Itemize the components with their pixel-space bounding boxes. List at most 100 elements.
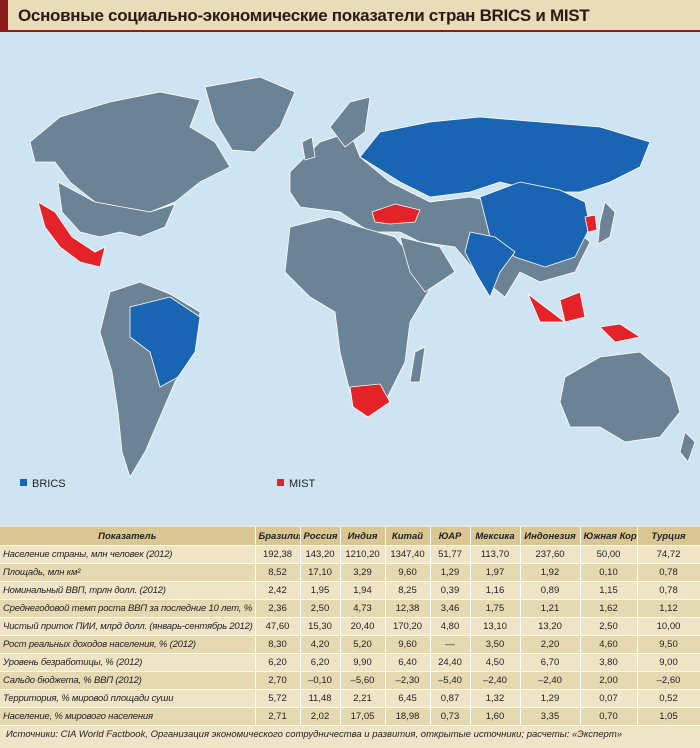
column-header: Россия [300, 527, 341, 546]
table-cell: 2,02 [300, 707, 341, 726]
table-cell: 237,60 [520, 545, 581, 564]
table-cell: 0,78 [637, 581, 700, 600]
table-cell: 113,70 [470, 545, 521, 564]
table-cell: 9,50 [637, 635, 700, 654]
source-note: Источники: CIA World Factbook, Организац… [6, 729, 623, 740]
row-label: Рост реальных доходов населения, % (2012… [0, 635, 256, 654]
table-cell: 0,10 [580, 563, 638, 582]
table-row: Номинальный ВВП, трлн долл. (2012) 2,42 1,… [0, 581, 700, 600]
title: Основные социально-экономические показат… [18, 6, 590, 25]
row-label: Площадь, млн км² [0, 563, 256, 582]
table-cell: 4,73 [340, 599, 386, 618]
table-cell: 2,50 [580, 617, 638, 636]
column-header: Индия [340, 527, 386, 546]
table-cell: 9,00 [637, 653, 700, 672]
row-label: Номинальный ВВП, трлн долл. (2012) [0, 581, 256, 600]
title-bar: Основные социально-экономические показат… [0, 0, 700, 32]
row-label: Население, % мирового населения [0, 707, 256, 726]
table-cell: 1,75 [470, 599, 521, 618]
table-row: Среднегодовой темп роста ВВП за последни… [0, 599, 700, 618]
table-cell: 1,60 [470, 707, 521, 726]
table-cell: 2,00 [580, 671, 638, 690]
table-cell: 143,20 [300, 545, 341, 564]
table-cell: 6,45 [385, 689, 431, 708]
table-row: Население страны, млн человек (2012) 192,… [0, 545, 700, 564]
table-cell: 3,50 [470, 635, 521, 654]
table-cell: 2,42 [255, 581, 301, 600]
table-cell: 6,20 [300, 653, 341, 672]
row-label: Чистый приток ПИИ, млрд долл. (январь-се… [0, 617, 256, 636]
russia [359, 116, 651, 198]
table-cell: 17,10 [300, 563, 341, 582]
table-cell: 3,29 [340, 563, 386, 582]
table-cell: 3,35 [520, 707, 581, 726]
table-row: Чистый приток ПИИ, млрд долл. (январь-се… [0, 617, 700, 636]
table-cell: 1,29 [430, 563, 471, 582]
column-header: Индонезия [520, 527, 581, 546]
table-cell: 6,70 [520, 653, 581, 672]
table-cell: 8,52 [255, 563, 301, 582]
table-cell: 4,20 [300, 635, 341, 654]
uk [301, 136, 316, 161]
table-cell: 15,30 [300, 617, 341, 636]
table-cell: — [430, 635, 471, 654]
legend-label: MIST [289, 478, 316, 490]
japan [597, 201, 616, 245]
table-cell: 1,95 [300, 581, 341, 600]
table-cell: 0,89 [520, 581, 581, 600]
legend-swatch [20, 479, 27, 486]
table-cell: 1,05 [637, 707, 700, 726]
turkey [371, 203, 421, 225]
table-cell: 0,78 [637, 563, 700, 582]
table-cell: 1,21 [520, 599, 581, 618]
table-cell: 11,48 [300, 689, 341, 708]
table-cell: 1,12 [637, 599, 700, 618]
table-cell: 1347,40 [385, 545, 431, 564]
table-cell: 1,16 [470, 581, 521, 600]
row-label: Территория, % мировой площади суши [0, 689, 256, 708]
table-cell: 170,20 [385, 617, 431, 636]
usa [57, 181, 176, 238]
table-cell: 47,60 [255, 617, 301, 636]
table-cell: 0,52 [637, 689, 700, 708]
brazil [129, 296, 201, 388]
row-label: Сальдо бюджета, % ВВП (2012) [0, 671, 256, 690]
mexico [37, 201, 106, 268]
table-cell: 50,00 [580, 545, 638, 564]
table-cell: 4,60 [580, 635, 638, 654]
column-header: Бразилия [255, 527, 301, 546]
table-cell: 8,25 [385, 581, 431, 600]
table-cell: 2,21 [340, 689, 386, 708]
table-cell: 1,15 [580, 581, 638, 600]
table-cell: 9,90 [340, 653, 386, 672]
table-cell: 13,20 [520, 617, 581, 636]
table-cell: 1,92 [520, 563, 581, 582]
table-cell: 2,36 [255, 599, 301, 618]
table-cell: 2,70 [255, 671, 301, 690]
row-label: Уровень безработицы, % (2012) [0, 653, 256, 672]
table-cell: 4,50 [470, 653, 521, 672]
data-table: Показатель Бразилия Россия Индия Китай ЮАР Мек… [0, 527, 700, 726]
row-label: Среднегодовой темп роста ВВП за последни… [0, 599, 256, 618]
map: BRICS MIST [0, 32, 700, 525]
legend-label: BRICS [32, 478, 66, 490]
column-header: Мексика [470, 527, 521, 546]
table-row: Население, % мирового населения 2,71 2,02 1… [0, 707, 700, 726]
table-cell: –2,40 [520, 671, 581, 690]
table-cell: 1,97 [470, 563, 521, 582]
table-cell: 51,77 [430, 545, 471, 564]
india [464, 231, 516, 298]
column-header: Показатель [0, 527, 256, 546]
table-cell: 1210,20 [340, 545, 386, 564]
table-row: Уровень безработицы, % (2012) 6,20 6,20 9,9… [0, 653, 700, 672]
table-cell: 13,10 [470, 617, 521, 636]
table-cell: 9,60 [385, 563, 431, 582]
table-cell: 18,98 [385, 707, 431, 726]
arabia [399, 236, 456, 293]
table-cell: –0,10 [300, 671, 341, 690]
table-cell: –5,40 [430, 671, 471, 690]
table-cell: 1,32 [470, 689, 521, 708]
table-cell: 1,29 [520, 689, 581, 708]
column-header: Китай [385, 527, 431, 546]
table-cell: 8,30 [255, 635, 301, 654]
